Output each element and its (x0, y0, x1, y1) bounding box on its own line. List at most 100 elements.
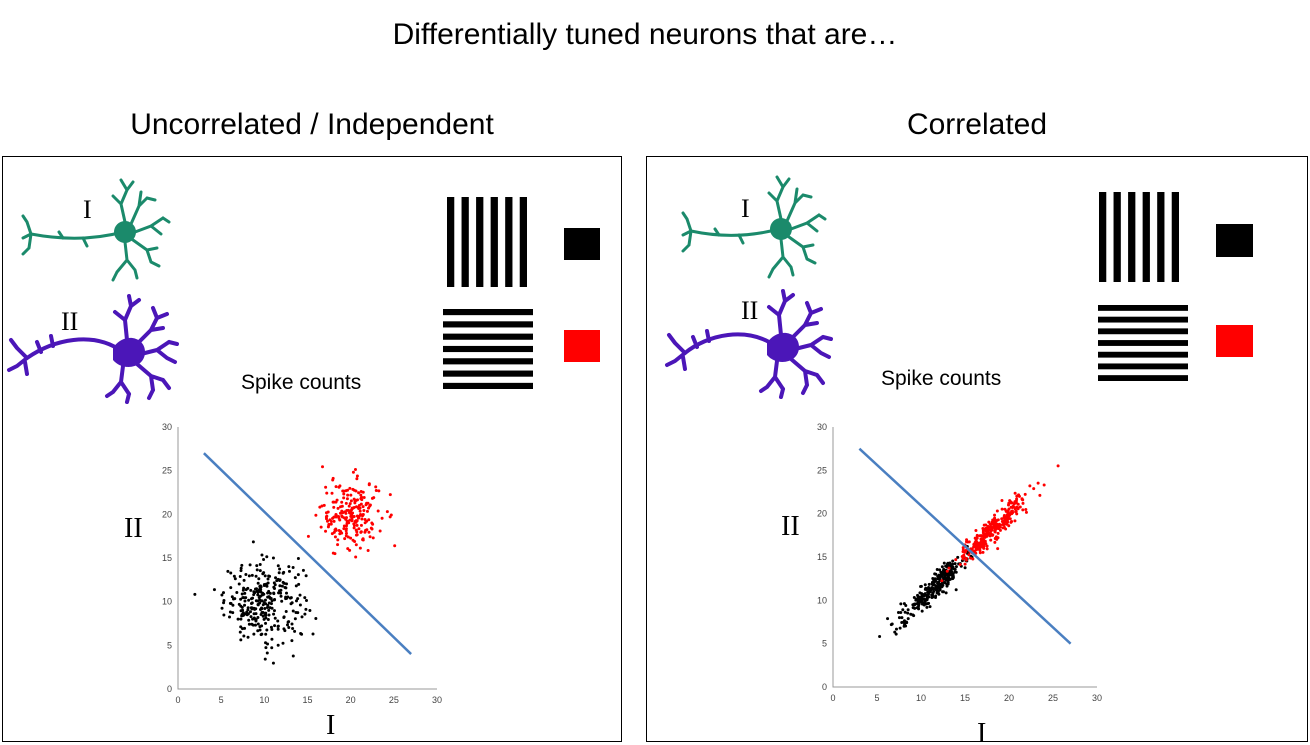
grating-bar (1171, 192, 1179, 282)
scatter-point (261, 610, 265, 614)
scatter-point (1008, 517, 1012, 521)
scatter-point (263, 598, 267, 602)
scatter-point (930, 593, 934, 597)
scatter-point (346, 535, 350, 539)
scatter-point (951, 559, 955, 563)
y-tick-label: 0 (167, 684, 172, 694)
scatter-point (294, 584, 298, 588)
scatter-point (245, 613, 249, 617)
scatter-point (365, 509, 369, 513)
scatter-point (248, 563, 252, 567)
scatter-point (247, 574, 251, 578)
scatter-point (943, 575, 947, 579)
scatter-series (306, 465, 397, 559)
scatter-point (272, 585, 276, 589)
scatter-point (264, 646, 268, 650)
scatter-point (985, 547, 989, 551)
x-tick-label: 0 (830, 693, 835, 703)
scatter-point (927, 582, 931, 586)
scatter-point (239, 609, 243, 613)
scatter-point (942, 561, 946, 565)
scatter-point (304, 598, 308, 602)
scatter-point (339, 529, 343, 533)
scatter-point (345, 497, 349, 501)
scatter-point (304, 574, 308, 578)
scatter-point (274, 576, 278, 580)
scatter-point (964, 549, 968, 553)
scatter-point (1020, 497, 1024, 501)
scatter-point (271, 556, 275, 560)
scatter-point (338, 532, 342, 536)
grating-bar (443, 333, 533, 340)
scatter-point (365, 528, 369, 532)
scatter-point (940, 565, 944, 569)
scatter-point (255, 589, 259, 593)
scatter-point (296, 556, 300, 560)
scatter-point (265, 628, 269, 632)
x-tick-label: 30 (432, 695, 442, 705)
scatter-point (249, 588, 253, 592)
scatter-point (235, 591, 239, 595)
scatter-point (346, 493, 350, 497)
grating-bar (443, 321, 533, 328)
scatter-point (368, 503, 372, 507)
scatter-point (254, 599, 258, 603)
x-tick-label: 20 (1004, 693, 1014, 703)
decision-boundary-line (858, 447, 1072, 645)
scatter-point (1008, 499, 1012, 503)
scatter-point (258, 628, 262, 632)
x-tick-label: 5 (874, 693, 879, 703)
scatter-point (296, 573, 300, 577)
scatter-point (914, 597, 918, 601)
scatter-point (220, 593, 224, 597)
scatter-point (294, 610, 298, 614)
scatter-point (923, 587, 927, 591)
scatter-point (376, 509, 380, 513)
scatter-point (931, 576, 935, 580)
scatter-point (334, 485, 338, 489)
scatter-point (963, 562, 967, 566)
scatter-point (334, 528, 338, 532)
scatter-point (1013, 491, 1017, 495)
scatter-point (212, 588, 216, 592)
x-tick-label: 10 (916, 693, 926, 703)
scatter-point (251, 596, 255, 600)
scatter-chart-correlated: 00 5 5 10 10 15 15 20 20 25 25 30 30 (817, 422, 1102, 703)
scatter-point (258, 584, 262, 588)
scatter-point (265, 555, 269, 559)
scatter-point (349, 493, 353, 497)
scatter-point (1000, 507, 1004, 511)
scatter-point (344, 501, 348, 505)
x-tick-label: 15 (302, 695, 312, 705)
scatter-point (254, 587, 258, 591)
scatter-point (332, 515, 336, 519)
scatter-point (229, 586, 233, 590)
scatter-point (925, 605, 929, 609)
scatter-point (359, 523, 363, 527)
scatter-point (900, 616, 904, 620)
scatter-point (331, 476, 335, 480)
scatter-point (324, 529, 328, 533)
scatter-point (1015, 512, 1019, 516)
scatter-point (273, 624, 277, 628)
neuron-II-icon: II (665, 289, 833, 399)
scatter-point (377, 489, 381, 493)
scatter-point (258, 625, 262, 629)
scatter-point (942, 581, 946, 585)
scatter-point (285, 591, 289, 595)
y-tick-label: 30 (162, 422, 172, 432)
scatter-point (967, 553, 971, 557)
scatter-point (935, 588, 939, 592)
scatter-point (1004, 527, 1008, 531)
grating-bar (447, 197, 455, 287)
scatter-point (240, 563, 244, 567)
scatter-point (267, 601, 271, 605)
scatter-point (222, 601, 226, 605)
scatter-point (974, 528, 978, 532)
scatter-point (281, 641, 285, 645)
grating-bar (1113, 192, 1121, 282)
scatter-point (262, 557, 266, 561)
scatter-point (242, 634, 246, 638)
scatter-point (279, 591, 283, 595)
scatter-point (281, 571, 285, 575)
